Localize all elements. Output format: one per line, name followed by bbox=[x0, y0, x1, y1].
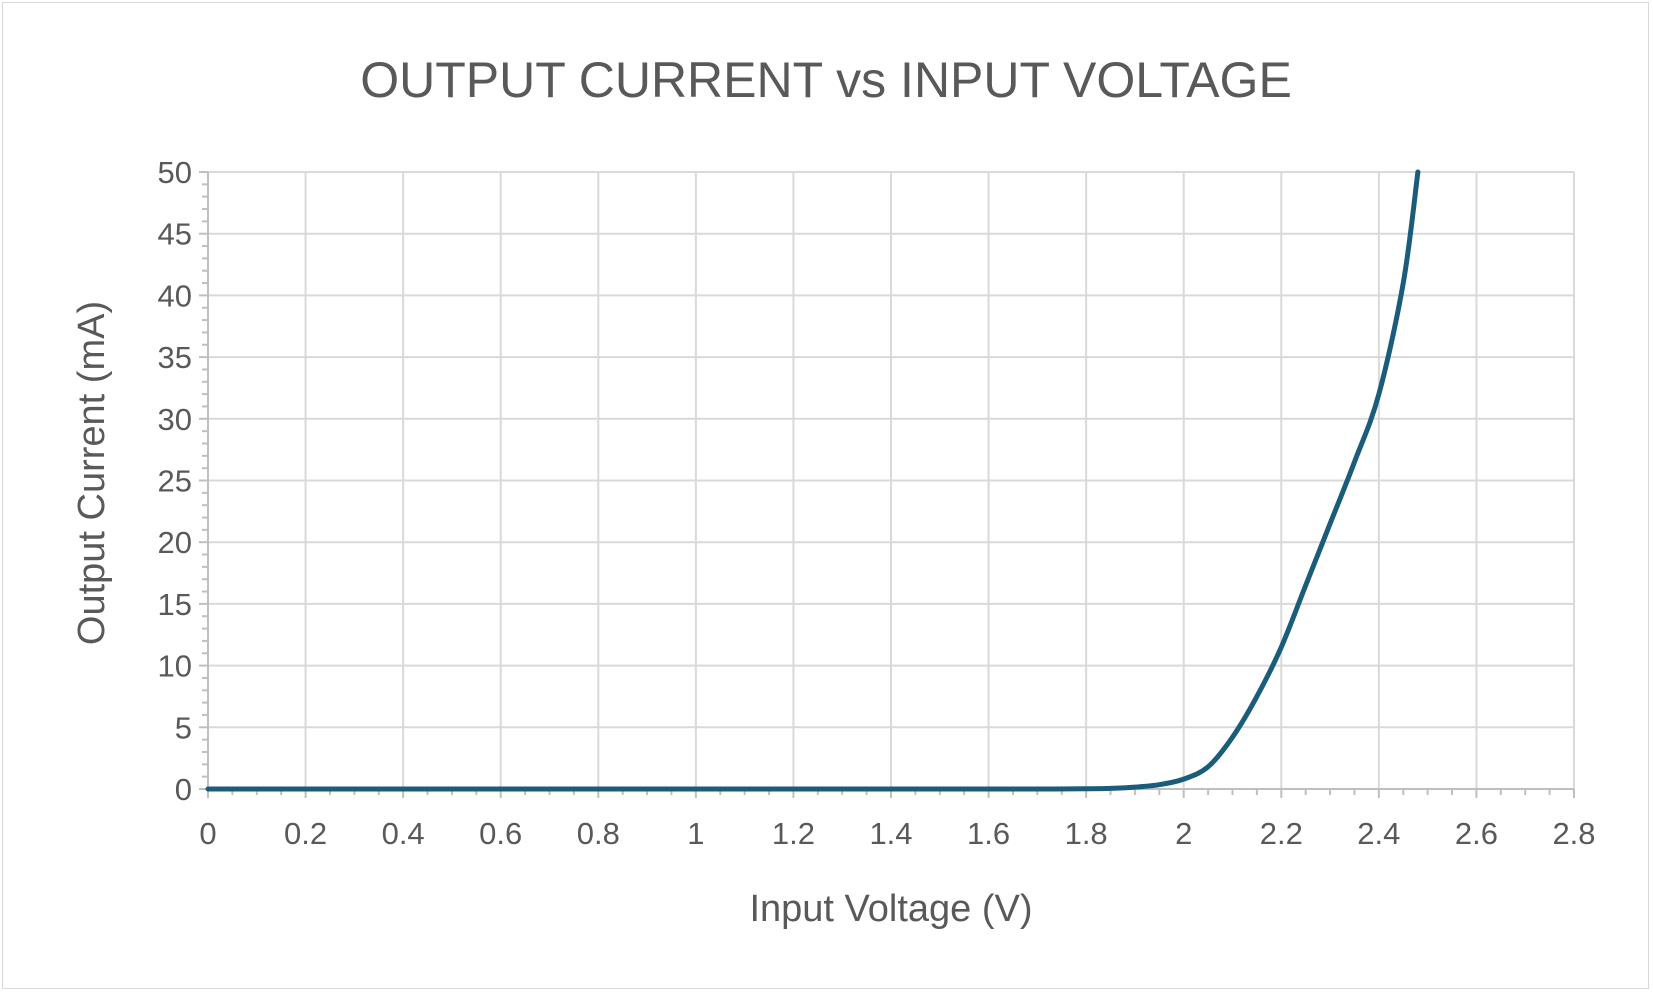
series bbox=[205, 169, 1421, 792]
x-tick-label: 1.6 bbox=[967, 816, 1010, 851]
y-tick-label: 40 bbox=[158, 278, 192, 313]
x-tick-label: 0.6 bbox=[479, 816, 522, 851]
y-tick-label: 50 bbox=[158, 155, 192, 190]
chart-svg: OUTPUT CURRENT vs INPUT VOLTAGE 05101520… bbox=[71, 52, 1596, 930]
y-tick-label: 0 bbox=[175, 772, 192, 807]
x-tick-label: 2.2 bbox=[1260, 816, 1303, 851]
x-tick-label: 0.2 bbox=[284, 816, 327, 851]
series-line bbox=[205, 169, 1421, 792]
y-tick-label: 15 bbox=[158, 587, 192, 622]
x-tick-label: 0.4 bbox=[382, 816, 425, 851]
chart-title: OUTPUT CURRENT vs INPUT VOLTAGE bbox=[360, 52, 1292, 108]
y-tick-label: 20 bbox=[158, 525, 192, 560]
tick-labels: 0 5 10 15 20 25 30 35 40 45 50 0 0.2 0.4 0.6 0.8 1 1.2 1.4… bbox=[158, 155, 1596, 851]
axes bbox=[199, 171, 1575, 798]
x-tick-label: 0 bbox=[199, 816, 216, 851]
grid-lines bbox=[208, 171, 1575, 789]
y-tick-label: 35 bbox=[158, 340, 192, 375]
x-tick-label: 2.6 bbox=[1455, 816, 1498, 851]
y-tick-label: 25 bbox=[158, 464, 192, 499]
x-tick-label: 0.8 bbox=[577, 816, 620, 851]
x-tick-label: 1.8 bbox=[1065, 816, 1108, 851]
y-axis-title: Output Current (mA) bbox=[71, 301, 113, 645]
y-tick-label: 30 bbox=[158, 402, 192, 437]
x-tick-label: 1.2 bbox=[772, 816, 815, 851]
x-tick-label: 2.4 bbox=[1357, 816, 1400, 851]
x-tick-label: 2 bbox=[1175, 816, 1192, 851]
y-tick-label: 45 bbox=[158, 217, 192, 252]
x-tick-label: 1 bbox=[687, 816, 704, 851]
y-tick-label: 5 bbox=[175, 710, 192, 745]
x-axis-title: Input Voltage (V) bbox=[749, 888, 1032, 930]
x-tick-label: 1.4 bbox=[869, 816, 912, 851]
x-tick-label: 2.8 bbox=[1552, 816, 1595, 851]
y-tick-label: 10 bbox=[158, 649, 192, 684]
